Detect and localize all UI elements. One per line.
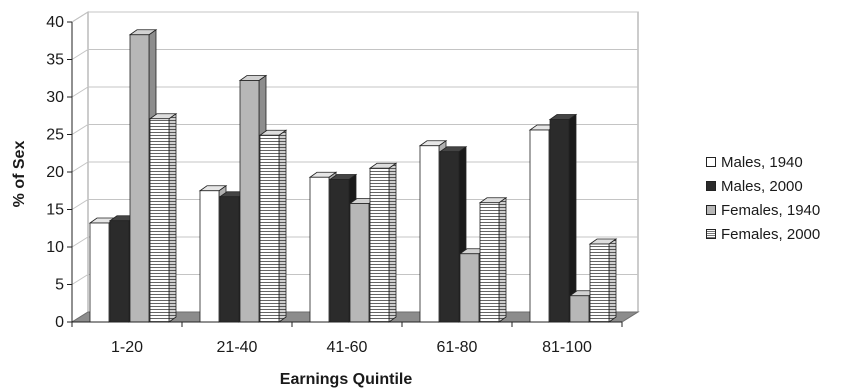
legend-swatch: [706, 181, 716, 191]
bar-front: [259, 134, 280, 323]
legend-label: Females, 2000: [721, 225, 821, 243]
bar-front: [89, 222, 110, 323]
legend-swatch: [706, 157, 716, 167]
bar-front: [329, 179, 350, 323]
x-tick-label: 41-60: [327, 339, 368, 356]
legend-label: Females, 1940: [721, 201, 821, 219]
y-tick-label: 35: [46, 52, 64, 69]
bar-front: [419, 145, 440, 323]
bar-females-2000: [478, 196, 508, 323]
bar-front: [149, 118, 170, 323]
legend-item: Females, 1940: [706, 198, 820, 222]
bar-females-2000: [368, 162, 398, 323]
bar-front: [589, 243, 610, 323]
bar-side: [498, 196, 507, 323]
legend-item: Males, 1940: [706, 150, 820, 174]
y-tick-label: 40: [46, 14, 64, 31]
bar-front: [529, 129, 550, 323]
bar-females-2000: [258, 129, 288, 323]
x-tick-label: 61-80: [437, 339, 478, 356]
bar-males-2000: [548, 113, 578, 323]
bar-front: [569, 295, 590, 323]
bar-side: [278, 129, 287, 323]
bar-side: [168, 112, 177, 323]
legend-item: Females, 2000: [706, 222, 820, 246]
bar-side: [608, 238, 617, 323]
bar-front: [129, 34, 150, 323]
y-tick-label: 5: [55, 277, 64, 294]
y-tick-label: 25: [46, 127, 64, 144]
legend-label: Males, 2000: [721, 177, 803, 195]
x-tick-label: 81-100: [542, 339, 592, 356]
bar-front: [439, 151, 460, 323]
y-tick-label: 10: [46, 239, 64, 256]
gridline: [71, 11, 638, 23]
bar-front: [459, 253, 480, 323]
legend-swatch: [706, 229, 716, 239]
legend: Males, 1940 Males, 2000 Females, 1940 Fe…: [706, 150, 820, 246]
bar-side: [568, 113, 577, 323]
legend-label: Males, 1940: [721, 153, 803, 171]
bar-females-2000: [588, 238, 618, 323]
y-axis-ticks: 0 5 10 15 20 25 30 35 40: [46, 14, 73, 331]
bar-front: [219, 196, 240, 323]
bar-front: [369, 167, 390, 323]
bar-front: [549, 119, 570, 323]
x-axis-ticks: 1-20 21-40 41-60 61-80 81-100: [71, 321, 623, 356]
gridline: [71, 86, 638, 98]
gridline: [71, 124, 638, 135]
bar-front: [109, 220, 130, 323]
bar-front: [479, 202, 500, 323]
y-tick-label: 30: [46, 89, 64, 106]
x-axis-label: Earnings Quintile: [280, 371, 413, 388]
bar-side: [388, 162, 397, 323]
bar-front: [309, 176, 330, 323]
y-tick-label: 20: [46, 164, 64, 181]
y-tick-label: 0: [55, 314, 64, 331]
bars: [88, 28, 618, 323]
gridline: [71, 49, 638, 60]
bar-females-2000: [148, 112, 178, 323]
y-tick-label: 15: [46, 202, 64, 219]
legend-item: Males, 2000: [706, 174, 820, 198]
x-tick-label: 1-20: [111, 339, 143, 356]
bar-front: [199, 190, 220, 323]
bar-front: [239, 80, 260, 323]
y-axis-label: % of Sex: [11, 141, 28, 208]
legend-swatch: [706, 205, 716, 215]
bar-front: [349, 203, 370, 323]
x-tick-label: 21-40: [217, 339, 258, 356]
